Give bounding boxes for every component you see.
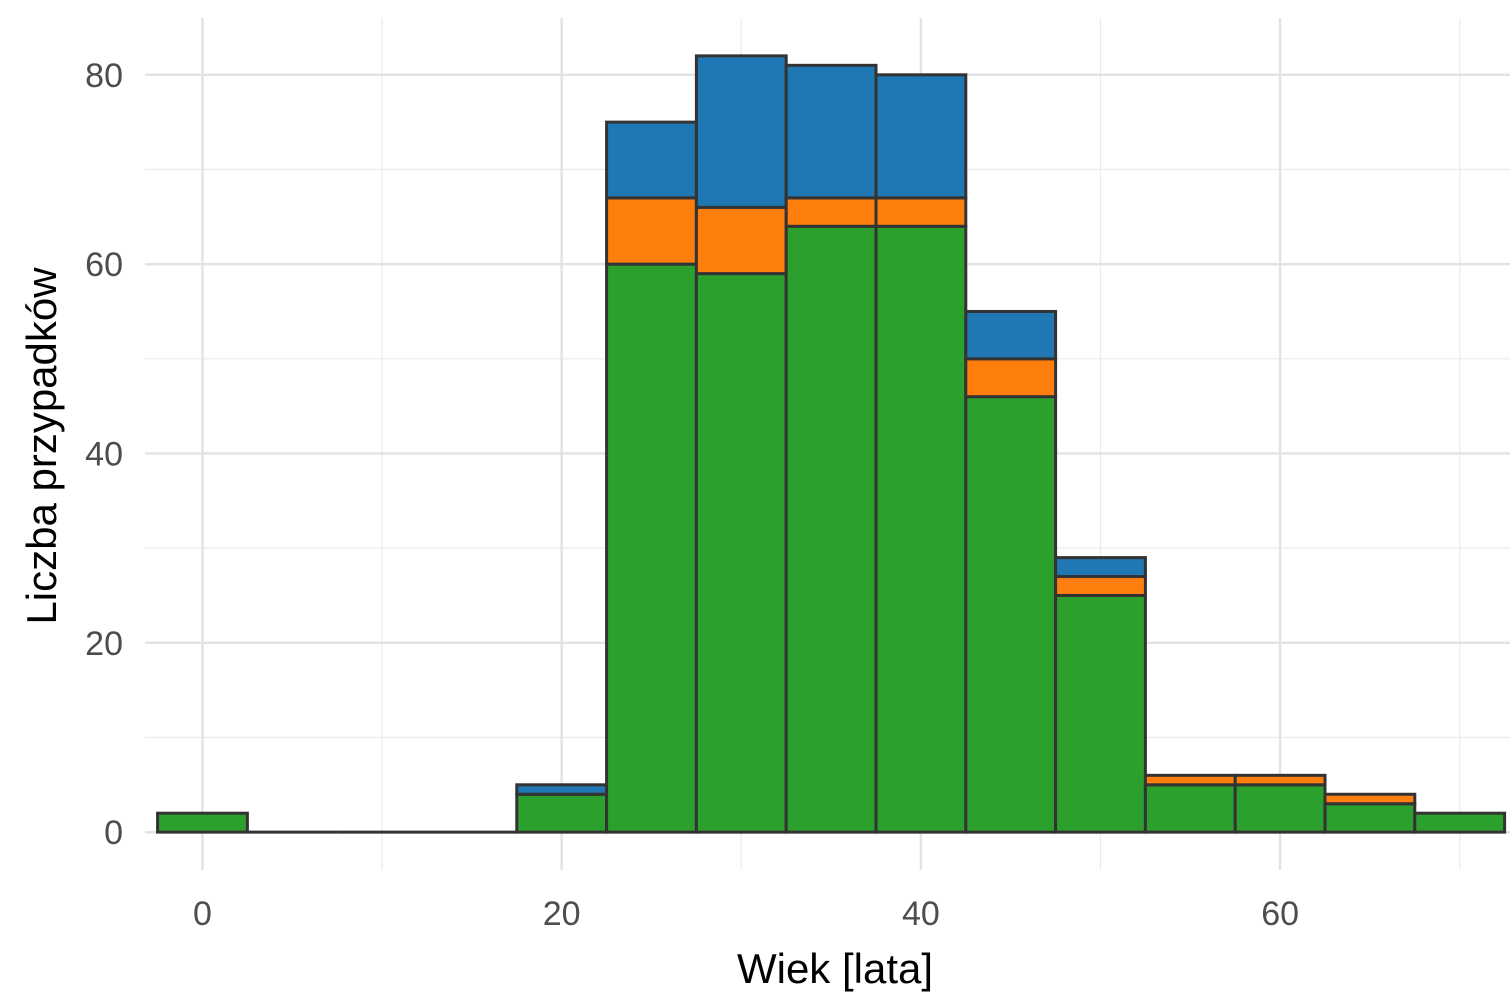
histogram-bar-segment — [786, 198, 876, 226]
x-axis-title: Wiek [lata] — [737, 945, 933, 992]
y-tick-labels: 0 20 40 60 80 — [85, 57, 123, 852]
histogram-bar-segment — [1415, 813, 1505, 832]
histogram-bar-segment — [966, 397, 1056, 832]
histogram-bar-segment — [1056, 558, 1146, 577]
histogram-bar-segment — [876, 75, 966, 198]
y-tick-label: 0 — [104, 814, 123, 852]
histogram-bar-segment — [607, 198, 697, 264]
histogram-bar-segment — [1145, 775, 1235, 784]
x-tick-label: 60 — [1261, 895, 1299, 933]
histogram-bar-segment — [1235, 775, 1325, 784]
x-tick-labels: 0 20 40 60 — [193, 895, 1299, 933]
histogram-bar-segment — [1056, 577, 1146, 596]
y-axis-title: Liczba przypadków — [18, 267, 65, 625]
y-tick-label: 80 — [85, 57, 123, 95]
histogram-bar-segment — [158, 813, 248, 832]
histogram-bar-segment — [607, 264, 697, 832]
histogram-bar-segment — [966, 359, 1056, 397]
y-tick-label: 20 — [85, 625, 123, 663]
y-tick-label: 40 — [85, 435, 123, 473]
histogram-bar-segment — [607, 122, 697, 198]
histogram-bar-segment — [876, 198, 966, 226]
x-tick-label: 40 — [902, 895, 940, 933]
histogram-bar-segment — [1325, 794, 1415, 803]
histogram-bar-segment — [786, 226, 876, 832]
histogram-bar-segment — [1056, 595, 1146, 832]
bars — [158, 56, 1505, 832]
histogram-bar-segment — [517, 785, 607, 794]
histogram-bar-segment — [1325, 804, 1415, 832]
histogram-bar-segment — [696, 274, 786, 833]
histogram-bar-segment — [1145, 785, 1235, 832]
x-tick-label: 20 — [543, 895, 581, 933]
histogram-bar-segment — [517, 794, 607, 832]
histogram-bar-segment — [696, 207, 786, 273]
y-tick-label: 60 — [85, 246, 123, 284]
histogram-bar-segment — [966, 311, 1056, 358]
histogram-bar-segment — [876, 226, 966, 832]
histogram-bar-segment — [1235, 785, 1325, 832]
histogram-bar-segment — [786, 65, 876, 198]
histogram-bar-segment — [696, 56, 786, 207]
x-tick-label: 0 — [193, 895, 212, 933]
